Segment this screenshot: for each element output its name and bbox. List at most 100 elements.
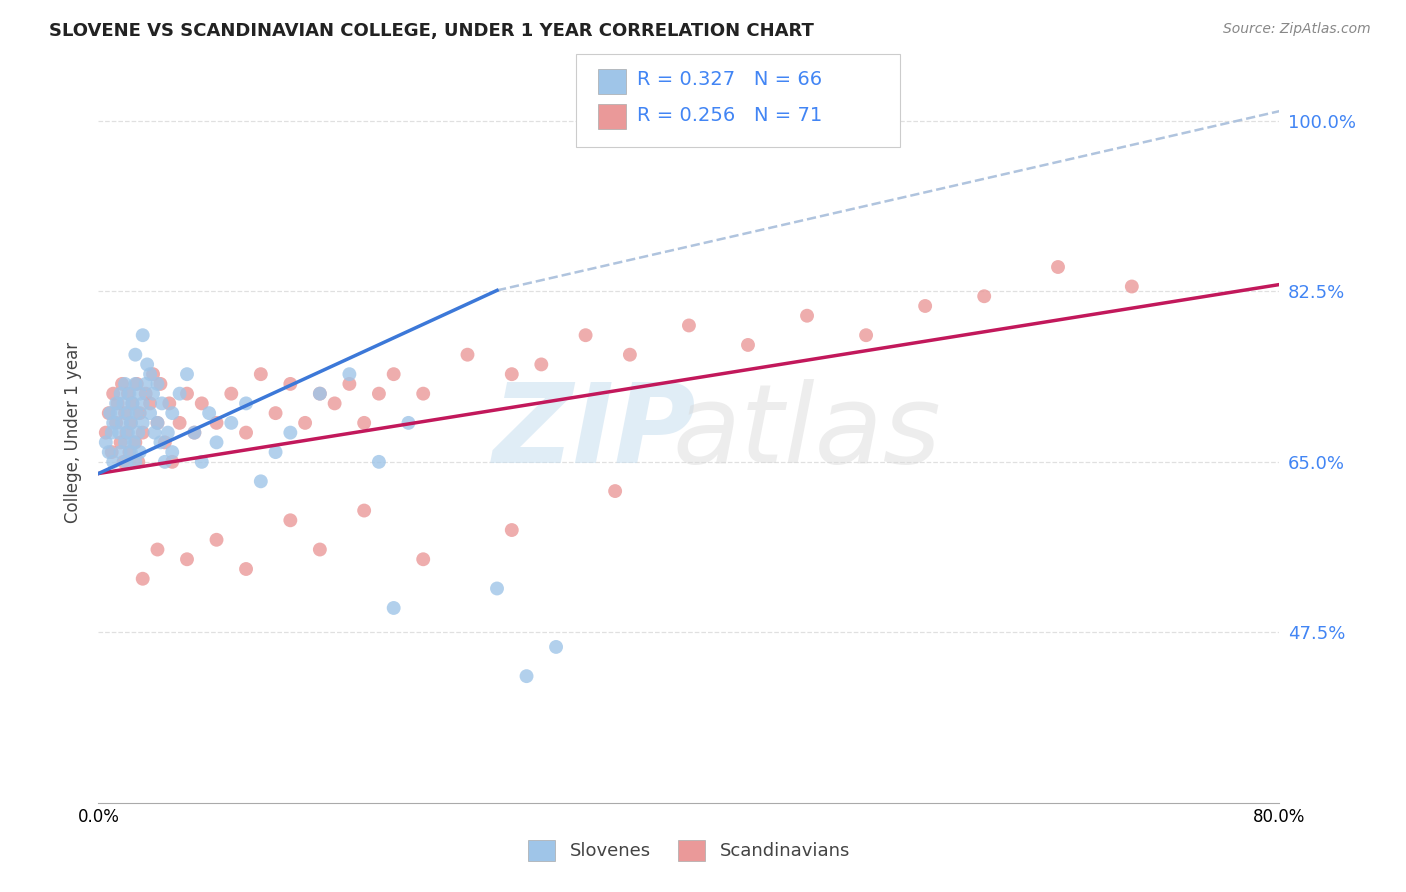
Point — [162, 455, 183, 469]
Point — [516, 669, 538, 683]
Point — [546, 640, 568, 654]
Point — [111, 376, 134, 391]
Point — [112, 396, 135, 410]
Point — [117, 406, 139, 420]
Point — [309, 542, 332, 557]
Point — [142, 367, 165, 381]
Point — [105, 416, 128, 430]
Point — [162, 406, 183, 420]
Text: R = 0.256   N = 71: R = 0.256 N = 71 — [637, 105, 823, 125]
Point — [914, 299, 936, 313]
Point — [125, 406, 148, 420]
Point — [139, 406, 162, 420]
Point — [103, 416, 125, 430]
Point — [139, 367, 162, 381]
Point — [114, 376, 136, 391]
Point — [97, 406, 120, 420]
Point — [94, 425, 117, 440]
Point — [94, 435, 117, 450]
Point — [124, 376, 146, 391]
Point — [124, 435, 146, 450]
Text: Source: ZipAtlas.com: Source: ZipAtlas.com — [1223, 22, 1371, 37]
Point — [146, 542, 169, 557]
Point — [128, 406, 150, 420]
Point — [221, 386, 243, 401]
Point — [122, 435, 145, 450]
Point — [114, 435, 136, 450]
Point — [205, 435, 228, 450]
Point — [142, 386, 165, 401]
Point — [132, 328, 155, 343]
Point — [339, 376, 361, 391]
Point — [128, 445, 150, 459]
Point — [169, 416, 191, 430]
Point — [118, 386, 141, 401]
Point — [250, 475, 273, 489]
Point — [250, 367, 273, 381]
Y-axis label: College, Under 1 year: College, Under 1 year — [65, 342, 83, 524]
Point — [1121, 279, 1143, 293]
Point — [146, 416, 169, 430]
Point — [382, 367, 405, 381]
Point — [501, 367, 523, 381]
Point — [162, 445, 183, 459]
Point — [136, 358, 159, 372]
Point — [176, 367, 198, 381]
Point — [353, 416, 375, 430]
Point — [114, 406, 136, 420]
Point — [103, 455, 125, 469]
Point — [139, 396, 162, 410]
Point — [678, 318, 700, 333]
Point — [619, 348, 641, 362]
Point — [280, 376, 302, 391]
Point — [205, 533, 228, 547]
Point — [280, 425, 302, 440]
Point — [183, 425, 205, 440]
Point — [501, 523, 523, 537]
Text: R = 0.327   N = 66: R = 0.327 N = 66 — [637, 70, 823, 89]
Point — [118, 445, 141, 459]
Point — [264, 445, 287, 459]
Point — [124, 348, 146, 362]
Point — [120, 445, 142, 459]
Point — [132, 416, 155, 430]
Point — [198, 406, 221, 420]
Point — [128, 386, 150, 401]
Point — [105, 396, 128, 410]
Point — [103, 386, 125, 401]
Point — [737, 338, 759, 352]
Point — [149, 376, 172, 391]
Point — [124, 455, 146, 469]
Point — [169, 386, 191, 401]
Point — [120, 416, 142, 430]
Point — [132, 396, 155, 410]
Point — [127, 455, 149, 469]
Point — [1046, 260, 1070, 274]
Point — [149, 435, 172, 450]
Point — [575, 328, 598, 343]
Point — [115, 455, 138, 469]
Point — [150, 396, 173, 410]
Point — [183, 425, 205, 440]
Text: SLOVENE VS SCANDINAVIAN COLLEGE, UNDER 1 YEAR CORRELATION CHART: SLOVENE VS SCANDINAVIAN COLLEGE, UNDER 1… — [49, 22, 814, 40]
Point — [191, 396, 214, 410]
Point — [121, 396, 143, 410]
Point — [107, 406, 129, 420]
Point — [110, 435, 132, 450]
Point — [176, 552, 198, 566]
Point — [176, 386, 198, 401]
Point — [412, 386, 434, 401]
Point — [132, 572, 155, 586]
Point — [398, 416, 420, 430]
Point — [309, 386, 332, 401]
Point — [235, 425, 257, 440]
Point — [235, 562, 257, 576]
Point — [146, 376, 169, 391]
Point — [135, 386, 157, 401]
Point — [112, 455, 135, 469]
Point — [368, 386, 391, 401]
Point — [132, 425, 155, 440]
Point — [157, 396, 180, 410]
Point — [412, 552, 434, 566]
Point — [235, 396, 257, 410]
